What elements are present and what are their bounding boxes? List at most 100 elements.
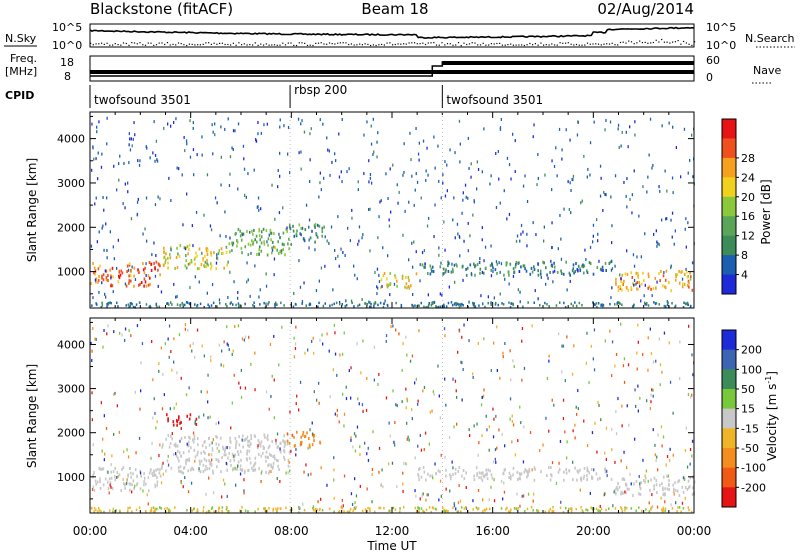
power-echo-point — [257, 132, 259, 136]
velocity-echo-point — [248, 449, 251, 453]
velocity-echo-point — [109, 509, 111, 512]
power-echo-point — [671, 176, 674, 180]
power-echo-point — [414, 304, 416, 307]
search-noise-point — [356, 44, 358, 46]
power-echo-point — [143, 271, 146, 275]
power-echo-point — [271, 246, 273, 250]
velocity-echo-point — [182, 451, 185, 455]
power-echo-point — [614, 174, 617, 178]
velocity-echo-point — [340, 505, 342, 509]
power-echo-point — [98, 290, 100, 294]
velocity-echo-point — [618, 485, 621, 489]
power-echo-point — [273, 245, 275, 249]
power-echo-point — [282, 248, 285, 251]
power-echo-point — [633, 264, 636, 268]
power-echo-point — [232, 241, 235, 245]
velocity-echo-point — [122, 477, 124, 481]
power-echo-point — [358, 239, 360, 243]
power-echo-point — [103, 208, 105, 212]
velocity-echo-point — [615, 353, 618, 356]
velocity-echo-point — [273, 454, 276, 458]
power-echo-point — [136, 212, 139, 216]
velocity-echo-point — [677, 480, 679, 484]
power-echo-point — [147, 283, 150, 287]
power-echo-point — [444, 270, 447, 274]
velocity-echo-point — [110, 470, 112, 474]
velocity-echo-point — [208, 509, 210, 513]
power-echo-point — [655, 286, 657, 290]
power-echo-point — [258, 295, 260, 299]
velocity-echo-point — [605, 469, 608, 473]
search-noise-point — [103, 43, 105, 45]
search-noise-point — [523, 44, 525, 47]
power-echo-point — [258, 208, 260, 212]
power-echo-point — [376, 267, 379, 271]
velocity-echo-point — [656, 455, 658, 459]
power-echo-point — [451, 267, 454, 271]
power-echo-point — [572, 263, 575, 267]
velocity-echo-point — [210, 463, 213, 467]
velocity-echo-point — [369, 509, 371, 512]
power-echo-point — [692, 175, 694, 179]
velocity-echo-point — [206, 467, 209, 471]
power-echo-point — [467, 305, 469, 309]
velocity-echo-point — [198, 459, 201, 463]
velocity-echo-point — [679, 377, 681, 381]
velocity-echo-point — [131, 490, 133, 494]
velocity-echo-point — [270, 465, 273, 468]
power-echo-point — [631, 211, 633, 215]
power-echo-point — [194, 262, 196, 266]
velocity-echo-point — [492, 460, 495, 464]
search-noise-point — [216, 43, 218, 45]
velocity-y-tick-label: 1000 — [57, 471, 85, 484]
power-echo-point — [460, 304, 462, 307]
velocity-echo-point — [178, 451, 181, 455]
velocity-colorbar-tick-label: 15 — [741, 403, 755, 416]
search-noise-point — [691, 44, 693, 46]
power-echo-point — [320, 188, 322, 192]
search-noise-point — [688, 43, 690, 45]
velocity-echo-point — [91, 391, 93, 395]
velocity-echo-point — [592, 357, 594, 361]
power-echo-point — [637, 274, 639, 278]
power-echo-point — [450, 301, 453, 304]
search-noise-point — [477, 44, 479, 46]
power-echo-point — [666, 303, 669, 307]
power-echo-point — [232, 148, 234, 151]
velocity-echo-point — [473, 474, 475, 478]
power-echo-point — [502, 303, 505, 306]
power-echo-point — [354, 273, 356, 277]
velocity-echo-point — [614, 460, 616, 464]
power-echo-point — [382, 246, 384, 250]
power-echo-point — [124, 182, 126, 186]
power-echo-point — [258, 252, 260, 256]
velocity-echo-point — [367, 446, 369, 450]
velocity-echo-point — [311, 421, 313, 425]
power-echo-point — [678, 281, 681, 285]
velocity-echo-point — [595, 507, 598, 511]
power-echo-point — [195, 251, 197, 255]
power-echo-point — [415, 272, 418, 276]
power-echo-point — [229, 302, 232, 305]
power-echo-point — [333, 302, 335, 306]
power-echo-point — [626, 273, 629, 276]
velocity-echo-point — [394, 443, 396, 447]
velocity-echo-point — [445, 474, 447, 478]
power-echo-point — [196, 303, 199, 307]
velocity-echo-point — [565, 506, 567, 510]
velocity-echo-point — [653, 487, 655, 491]
power-echo-point — [497, 150, 499, 153]
power-echo-point — [283, 304, 285, 307]
power-echo-point — [188, 243, 191, 247]
velocity-echo-point — [449, 489, 451, 493]
power-echo-point — [404, 285, 406, 289]
velocity-echo-point — [295, 448, 297, 451]
power-echo-point — [605, 193, 607, 197]
velocity-echo-point — [329, 395, 331, 399]
velocity-echo-point — [92, 473, 95, 477]
power-echo-point — [278, 232, 280, 236]
power-echo-point — [661, 218, 663, 222]
velocity-echo-point — [455, 507, 457, 511]
power-echo-point — [329, 173, 331, 177]
velocity-echo-point — [429, 410, 431, 414]
